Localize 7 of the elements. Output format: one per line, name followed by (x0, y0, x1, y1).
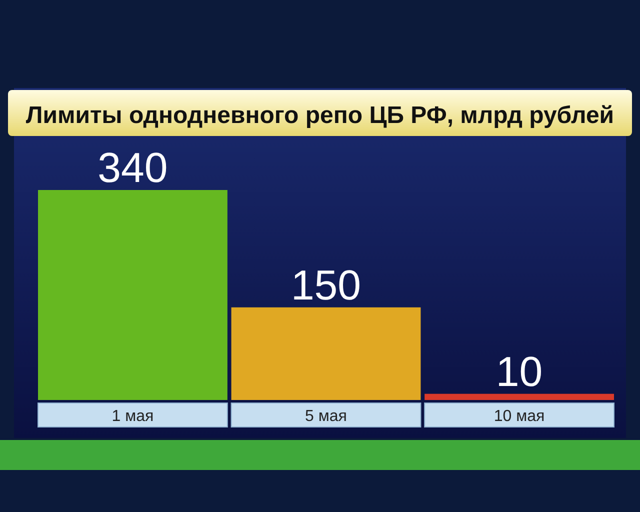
data-label: 340 (98, 144, 168, 191)
x-tick-label: 10 мая (494, 408, 545, 425)
data-label: 150 (290, 261, 362, 308)
chart-title: Лимиты однодневного репо ЦБ РФ, млрд рублей (26, 102, 614, 129)
data-label: 10 (496, 348, 543, 395)
x-tick-label: 1 мая (112, 408, 154, 425)
x-tick-label: 5 мая (305, 408, 347, 425)
